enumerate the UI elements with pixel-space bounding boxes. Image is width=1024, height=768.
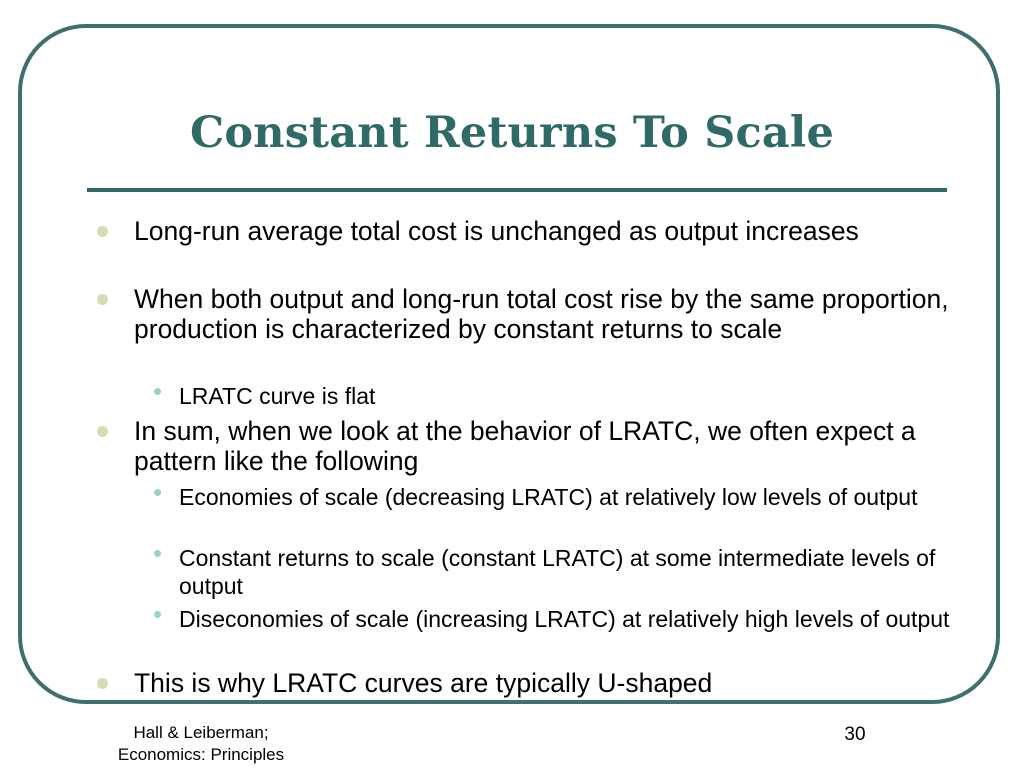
- footer-source-line: Hall & Leiberman;: [133, 723, 269, 742]
- sub-bullet-dot-icon: •: [153, 538, 163, 568]
- bullet-item: This is why LRATC curves are typically U…: [97, 668, 964, 698]
- bullet-item: In sum, when we look at the behavior of …: [97, 416, 964, 476]
- sub-bullet-dot-icon: •: [153, 477, 163, 507]
- slide-frame: [18, 24, 1000, 704]
- sub-bullet-item: • Diseconomies of scale (increasing LRAT…: [153, 601, 959, 633]
- bullet-text: In sum, when we look at the behavior of …: [134, 416, 916, 476]
- slide-title: Constant Returns To Scale: [189, 108, 835, 158]
- bullet-text: When both output and long-run total cost…: [134, 284, 949, 344]
- bullet-item: Long-run average total cost is unchanged…: [97, 216, 964, 246]
- sub-bullet-dot-icon: •: [153, 599, 163, 629]
- footer-source: Hall & Leiberman; Economics: Principles: [96, 722, 306, 766]
- bullet-dot-icon: [97, 678, 108, 689]
- sub-bullet-item: • Economies of scale (decreasing LRATC) …: [153, 479, 959, 511]
- page-number: 30: [844, 724, 866, 745]
- sub-bullet-item: • Constant returns to scale (constant LR…: [153, 540, 959, 600]
- bullet-dot-icon: [97, 426, 108, 437]
- title-divider: [87, 188, 947, 192]
- sub-bullet-text: Diseconomies of scale (increasing LRATC)…: [179, 606, 950, 632]
- bullet-item: When both output and long-run total cost…: [97, 284, 964, 344]
- sub-bullet-item: • LRATC curve is flat: [153, 378, 959, 410]
- bullet-text: This is why LRATC curves are typically U…: [134, 668, 713, 698]
- footer-source-line: Economics: Principles: [117, 745, 285, 764]
- sub-bullet-text: Economies of scale (decreasing LRATC) at…: [179, 484, 918, 510]
- bullet-dot-icon: [97, 294, 108, 305]
- sub-bullet-text: Constant returns to scale (constant LRAT…: [179, 545, 936, 599]
- bullet-dot-icon: [97, 226, 108, 237]
- sub-bullet-text: LRATC curve is flat: [179, 383, 376, 409]
- sub-bullet-dot-icon: •: [153, 376, 163, 406]
- bullet-text: Long-run average total cost is unchanged…: [134, 216, 859, 246]
